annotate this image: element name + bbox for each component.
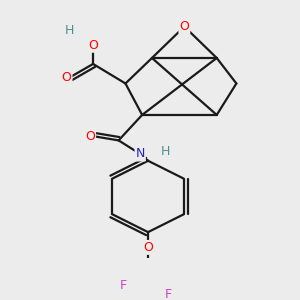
Text: O: O <box>85 130 95 142</box>
Text: F: F <box>165 288 172 300</box>
Text: O: O <box>143 241 153 254</box>
Text: O: O <box>179 20 189 33</box>
Text: N: N <box>136 148 145 160</box>
Text: H: H <box>161 145 170 158</box>
Text: O: O <box>88 39 98 52</box>
Text: O: O <box>61 71 71 84</box>
Text: H: H <box>65 24 74 37</box>
Text: F: F <box>120 279 127 292</box>
